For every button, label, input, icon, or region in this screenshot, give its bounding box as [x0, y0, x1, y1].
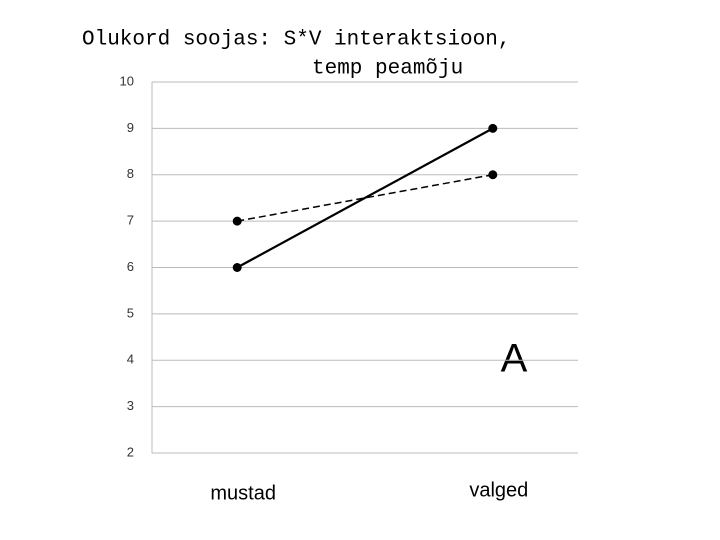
chart-title: Olukord soojas: S*V interaktsioon, — [82, 29, 510, 52]
x-tick-label: valged — [469, 479, 528, 501]
y-tick-label: 9 — [127, 120, 134, 135]
y-tick-label: 6 — [127, 259, 134, 274]
x-tick-label: mustad — [210, 482, 276, 504]
y-tick-label: 5 — [127, 305, 134, 320]
y-tick-label: 10 — [120, 73, 134, 88]
y-tick-label: 2 — [127, 444, 134, 459]
y-tick-label: 8 — [127, 166, 134, 181]
marker — [232, 216, 242, 226]
y-tick-label: 3 — [127, 398, 134, 413]
chart-title: temp peamõju — [312, 58, 463, 81]
marker — [488, 123, 498, 133]
annotation: A — [501, 337, 528, 381]
marker — [232, 263, 242, 272]
marker — [488, 170, 498, 180]
y-tick-label: 7 — [127, 213, 134, 228]
y-tick-label: 4 — [127, 352, 134, 367]
series-line — [236, 127, 494, 269]
